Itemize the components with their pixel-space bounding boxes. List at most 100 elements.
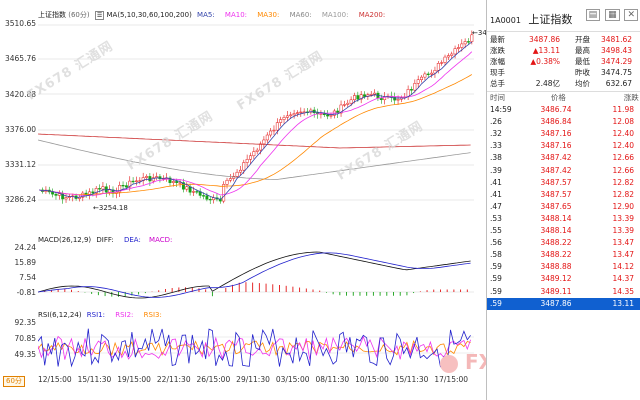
price-axis-label: 3376.00 xyxy=(4,125,36,134)
candle xyxy=(353,95,356,101)
candle xyxy=(453,48,457,55)
price-axis-label: 3286.24 xyxy=(4,195,36,204)
candle xyxy=(299,111,303,114)
tick-row[interactable]: .59 3489.12 14.37 xyxy=(490,274,634,284)
tick-row[interactable]: .26 3486.84 12.08 xyxy=(490,117,634,127)
ma30-legend: MA30: xyxy=(257,11,280,19)
tick-row[interactable]: .39 3487.42 12.66 xyxy=(490,165,634,175)
date-axis-label: 03/15:00 xyxy=(275,375,310,384)
tick-row[interactable]: .32 3487.16 12.40 xyxy=(490,129,634,139)
candle xyxy=(275,122,279,131)
candle xyxy=(460,43,464,48)
candle xyxy=(470,34,474,42)
toolbar-icon[interactable]: ▤ xyxy=(585,9,601,21)
candle xyxy=(456,47,460,49)
candle xyxy=(423,73,427,78)
tick-row[interactable]: .38 3487.42 12.66 xyxy=(490,153,634,163)
candle xyxy=(269,130,273,136)
date-axis-label: 29/11:30 xyxy=(236,375,270,384)
grid-icon[interactable]: ▦ xyxy=(605,9,620,21)
panel-controls: ▤ ▦ ✕ xyxy=(585,9,638,21)
date-axis-label: 15/11:30 xyxy=(394,375,429,384)
close-icon[interactable]: ✕ xyxy=(624,9,638,21)
tick-row[interactable]: .59 3488.88 14.12 xyxy=(490,262,634,272)
candle xyxy=(272,129,276,132)
candle xyxy=(94,188,98,194)
candle xyxy=(359,94,363,100)
quote-row: 最新 3487.86 开盘 3481.62 xyxy=(490,35,632,44)
tick-row[interactable]: .41 3487.57 12.82 xyxy=(490,189,634,199)
macd-chart[interactable] xyxy=(38,245,474,305)
rsi-chart[interactable] xyxy=(38,320,474,372)
candle xyxy=(168,177,172,183)
candle xyxy=(51,191,55,195)
tick-row[interactable]: .59 3487.86 13.11 xyxy=(487,297,640,310)
candle xyxy=(285,115,289,118)
date-axis: 12/15:00 15/11:30 19/15:00 22/11:30 26/15:00… xyxy=(38,375,474,389)
tick-row[interactable]: 14:59 3486.74 11.98 xyxy=(490,105,634,115)
date-axis-label: 19/15:00 xyxy=(117,375,151,384)
macd-axis-label: 24.24 xyxy=(14,243,36,252)
candle xyxy=(282,117,286,120)
candle xyxy=(108,189,112,193)
tick-row[interactable]: .41 3487.57 12.82 xyxy=(490,177,634,187)
tick-row[interactable]: .58 3488.22 13.47 xyxy=(490,250,634,260)
tick-row[interactable]: .59 3489.11 14.35 xyxy=(490,286,634,296)
candle xyxy=(91,191,95,194)
chart-area[interactable]: 上证指数 (60分) ☰ MA(5,10,30,60,100,200) MA5:… xyxy=(0,0,536,400)
macd-axis-label: -0.81 xyxy=(16,288,36,297)
date-axis-label: 22/11:30 xyxy=(156,375,191,384)
candle xyxy=(292,113,296,116)
candle xyxy=(151,177,155,182)
candle xyxy=(339,104,343,114)
candle xyxy=(222,184,226,202)
candle xyxy=(463,41,467,45)
date-axis-label: 26/15:00 xyxy=(196,375,231,384)
period-button[interactable]: 60分 xyxy=(3,376,25,387)
tick-row[interactable]: .56 3488.22 13.47 xyxy=(490,238,634,248)
tick-row[interactable]: .47 3487.65 12.90 xyxy=(490,201,634,211)
candle xyxy=(181,182,185,190)
tick-row[interactable]: .33 3487.16 12.40 xyxy=(490,141,634,151)
candle xyxy=(131,180,135,183)
candle xyxy=(450,53,454,56)
quote-grid: 最新 3487.86 开盘 3481.62 涨跌 ▲13.11 最高 3498.43 涨幅 ▲0.… xyxy=(487,32,640,89)
candle xyxy=(135,180,138,182)
low-annotation: ←3254.18 xyxy=(93,204,128,212)
chart-title: 上证指数 xyxy=(38,11,66,19)
price-axis-label: 3510.65 xyxy=(4,19,36,28)
candle xyxy=(202,195,205,197)
candle xyxy=(259,143,263,151)
candle xyxy=(171,181,175,183)
rsi-axis-label: 49.35 xyxy=(14,350,36,359)
candle xyxy=(326,114,330,117)
candle xyxy=(245,159,249,163)
ma5-legend: MA5: xyxy=(197,11,215,19)
candle xyxy=(467,41,470,43)
candle xyxy=(148,176,152,182)
candle xyxy=(413,83,417,91)
candle xyxy=(309,109,313,113)
tick-row[interactable]: .55 3488.14 13.39 xyxy=(490,226,634,236)
candle xyxy=(101,186,105,190)
tick-row[interactable]: .53 3488.14 13.39 xyxy=(490,213,634,223)
chart-header: 上证指数 (60分) ☰ MA(5,10,30,60,100,200) MA5:… xyxy=(38,9,385,22)
rsi-axis-label: 92.35 xyxy=(14,318,36,327)
rsi-header: RSI(6,12,24) RSI1: RSI2: RSI3: xyxy=(38,311,162,319)
candle xyxy=(128,180,132,188)
candle xyxy=(265,134,269,141)
candle xyxy=(356,95,360,100)
candle xyxy=(205,195,209,200)
candle xyxy=(192,191,195,193)
candle xyxy=(363,94,366,97)
candle xyxy=(373,92,377,95)
quote-row: 现手 昨收 3474.75 xyxy=(490,68,632,77)
price-axis-label: 3420.88 xyxy=(4,90,36,99)
quote-panel: ▤ ▦ ✕ 1A0001 上证指数 最新 3487.86 开盘 3481.62 涨跌 ▲1… xyxy=(486,0,640,400)
ticks-list[interactable]: 14:59 3486.74 11.98 .26 3486.84 12.08 .32 3487.… xyxy=(487,104,640,310)
price-chart[interactable] xyxy=(38,22,474,232)
candle xyxy=(446,55,450,58)
candle xyxy=(416,79,420,84)
date-axis-label: 10/15:00 xyxy=(355,375,389,384)
candle xyxy=(410,89,413,91)
